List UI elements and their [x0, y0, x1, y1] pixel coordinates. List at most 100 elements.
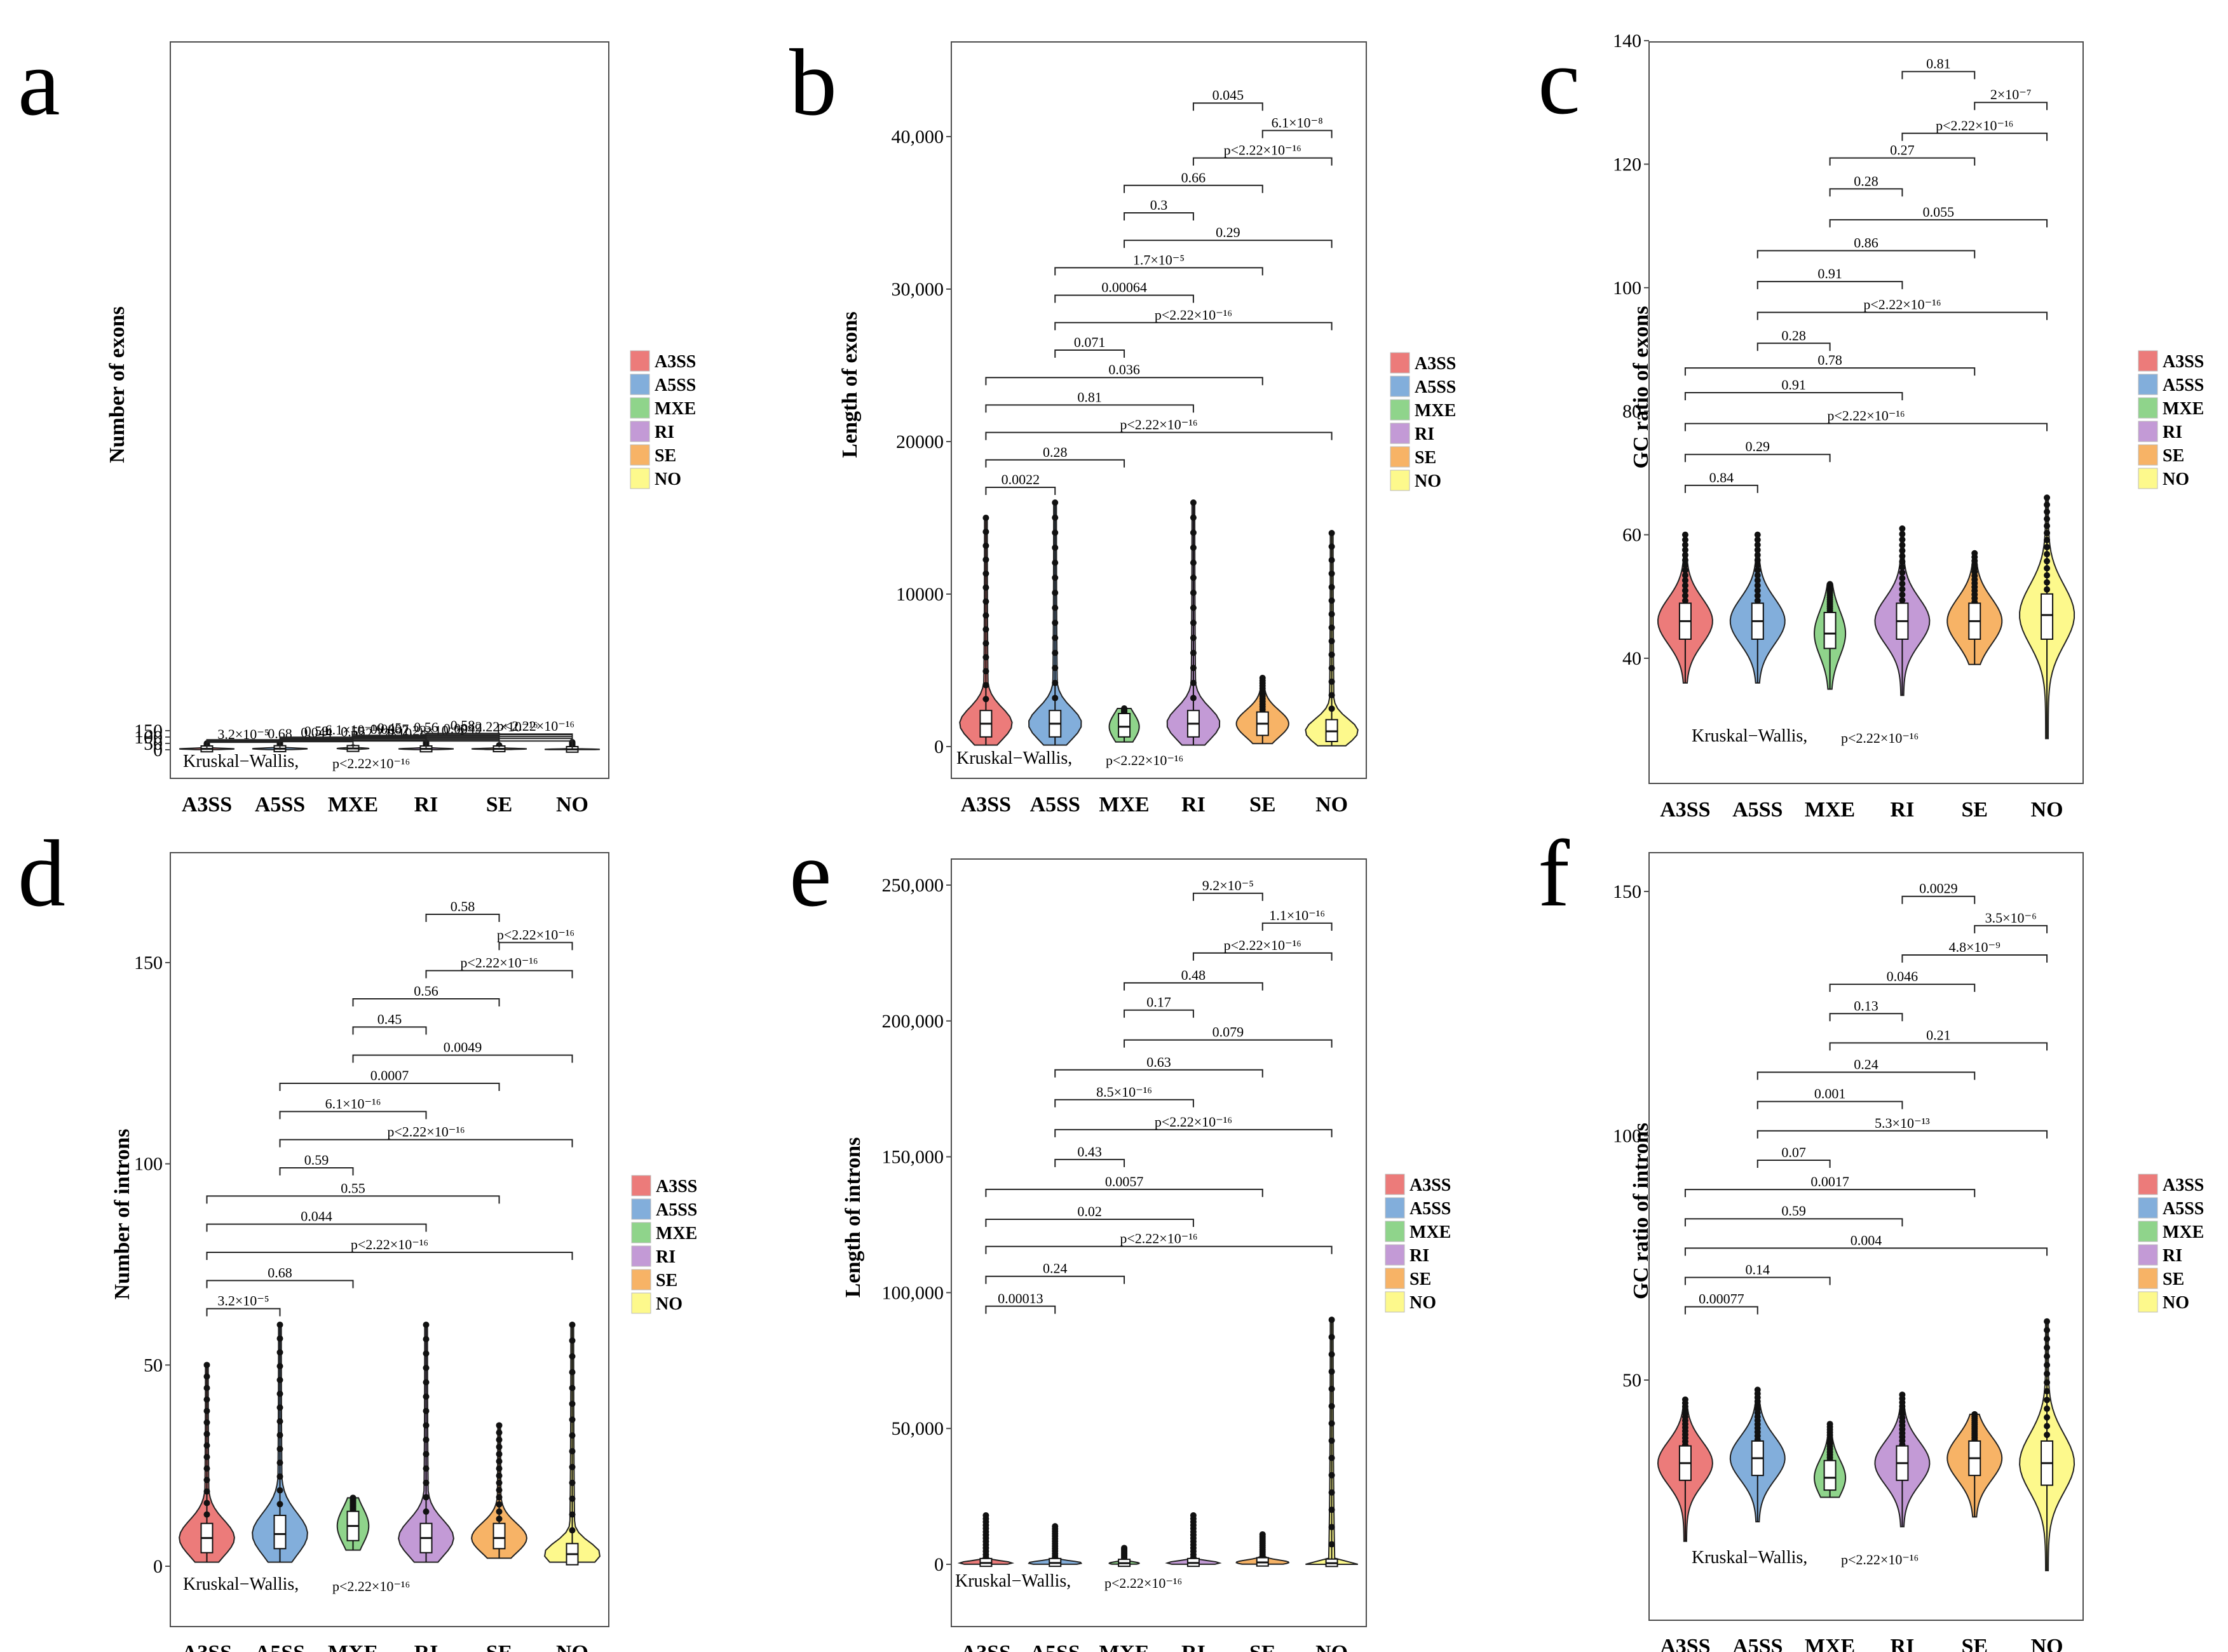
p-value-label: 0.81 [1077, 389, 1102, 405]
legend-label: SE [655, 446, 676, 466]
bracket-line [279, 1139, 573, 1148]
comparison-bracket: p<2.22×10⁻¹⁶ [425, 955, 573, 978]
panel-letter: c [1538, 29, 1580, 134]
violin-A5SS [252, 1322, 308, 1563]
comparison-bracket: 0.046 [1829, 968, 1976, 992]
legend-swatch [631, 1269, 651, 1290]
bracket-line [1901, 132, 2048, 141]
comparison-bracket: 0.00013 [985, 1290, 1056, 1314]
test-name: Kruskal−Wallis, [1692, 726, 1807, 746]
p-value-label: p<2.22×10⁻¹⁶ [1155, 1114, 1232, 1130]
x-tick-label: NO [2031, 798, 2063, 822]
comparison-bracket: 0.28 [1829, 173, 1903, 197]
bracket-line [1756, 281, 1903, 290]
y-axis-title: GC ratio of exons [1629, 306, 1653, 469]
p-value-label: 0.59 [304, 723, 329, 739]
comparison-bracket: 0.59 [1684, 1203, 1903, 1227]
comparison-bracket: 0.3 [1124, 197, 1194, 220]
y-tick-label: 120 [1613, 154, 1641, 175]
legend-label: A3SS [655, 352, 696, 372]
p-value-label: 0.046 [1887, 968, 1919, 984]
legend-label: A5SS [1415, 377, 1456, 397]
legend-label: RI [1415, 424, 1434, 444]
bracket-line [1684, 367, 1976, 376]
p-value-label: 6.1×10⁻¹⁶ [325, 1095, 381, 1111]
violin-A3SS [179, 1362, 235, 1563]
comparison-bracket: 1.1×10⁻¹⁶ [1261, 907, 1333, 931]
bracket-line [279, 1111, 427, 1120]
p-value-label: 3.2×10⁻⁵ [217, 1293, 269, 1309]
p-value-label: p<2.22×10⁻¹⁶ [1936, 118, 2013, 133]
y-tick-label: 250,000 [882, 875, 944, 896]
p-value-label: 0.28 [1781, 327, 1806, 343]
comparison-bracket: 0.079 [1124, 1024, 1333, 1048]
comparison-bracket: 0.055 [1829, 204, 2048, 227]
iqr-box [492, 1522, 506, 1550]
bracket-line [1054, 1069, 1263, 1078]
legend-swatch [2138, 397, 2158, 419]
bracket-line [1261, 130, 1333, 139]
comparison-bracket: 0.21 [1829, 1027, 2048, 1051]
legend-label: RI [2163, 1246, 2182, 1266]
legend-label: NO [2163, 1293, 2189, 1313]
panel-letter: d [18, 821, 65, 926]
comparison-bracket: 0.24 [1756, 1057, 1976, 1080]
legend-swatch [2138, 421, 2158, 442]
bracket-line [1054, 349, 1125, 358]
p-value-label: p<2.22×10⁻¹⁶ [460, 955, 538, 971]
bracket-line [1684, 1247, 2048, 1256]
comparison-bracket: 0.001 [1756, 1086, 1903, 1109]
x-tick-label: MXE [328, 1641, 378, 1652]
y-tick-label: 0 [934, 1554, 944, 1575]
comparison-bracket: 0.86 [1756, 234, 1976, 259]
p-value-label: 3.5×10⁻⁶ [1985, 910, 2037, 926]
y-tick-label: 30,000 [892, 279, 944, 300]
test-name: Kruskal−Wallis, [183, 752, 299, 771]
bracket-line [206, 1252, 573, 1260]
bracket-line [985, 1305, 1056, 1314]
comparison-bracket: 0.55 [206, 1180, 500, 1204]
y-tick-label: 10000 [896, 584, 944, 605]
test-name: Kruskal−Wallis, [1692, 1548, 1807, 1567]
legend-label: MXE [2163, 399, 2204, 419]
legend-swatch [1390, 376, 1410, 397]
p-value-label: 0.0022 [1002, 471, 1040, 487]
violin-RI [398, 1322, 454, 1563]
test-p-value: p<2.22×10⁻¹⁶ [332, 1578, 410, 1594]
legend-label: SE [2163, 446, 2184, 466]
x-tick-label: RI [1181, 1641, 1206, 1652]
legend-swatch [631, 1245, 651, 1267]
bracket-line [279, 1167, 354, 1175]
comparison-bracket: 0.81 [985, 389, 1194, 413]
comparison-bracket: 0.24 [985, 1261, 1125, 1284]
legend-swatch [2138, 1244, 2158, 1266]
comparison-bracket: 0.0017 [1684, 1174, 1976, 1198]
legend-swatch [630, 421, 650, 442]
x-tick-label: A3SS [1660, 1635, 1710, 1652]
violin-RI [1874, 1391, 1931, 1527]
legend-label: SE [2163, 1269, 2184, 1289]
bracket-line [1054, 322, 1333, 330]
y-axis-title: Number of exons [105, 306, 129, 463]
y-tick-label: 100 [134, 1154, 163, 1175]
bracket-line [985, 487, 1056, 495]
plot-frame [170, 41, 609, 779]
p-value-label: 0.07 [1781, 1144, 1806, 1160]
violin-A3SS [957, 1512, 1015, 1567]
iqr-box [1118, 713, 1131, 738]
legend-swatch [631, 1198, 651, 1220]
violin-SE [471, 1422, 527, 1559]
legend-label: MXE [655, 399, 696, 419]
legend-label: NO [1409, 1293, 1436, 1313]
comparison-bracket: 0.0007 [279, 1067, 500, 1091]
x-tick-label: SE [1249, 1641, 1276, 1652]
y-tick-label: 100 [1613, 1126, 1641, 1147]
panel-letter: a [18, 30, 60, 135]
bracket-line [206, 1195, 500, 1204]
y-tick-label: 150,000 [882, 1147, 944, 1168]
comparison-bracket: p<2.22×10⁻¹⁶ [497, 926, 574, 951]
y-tick-label: 0 [153, 1556, 163, 1577]
y-tick-label: 150 [1613, 881, 1641, 902]
y-tick-label: 0 [934, 736, 944, 757]
bracket-line [1756, 1100, 1903, 1109]
